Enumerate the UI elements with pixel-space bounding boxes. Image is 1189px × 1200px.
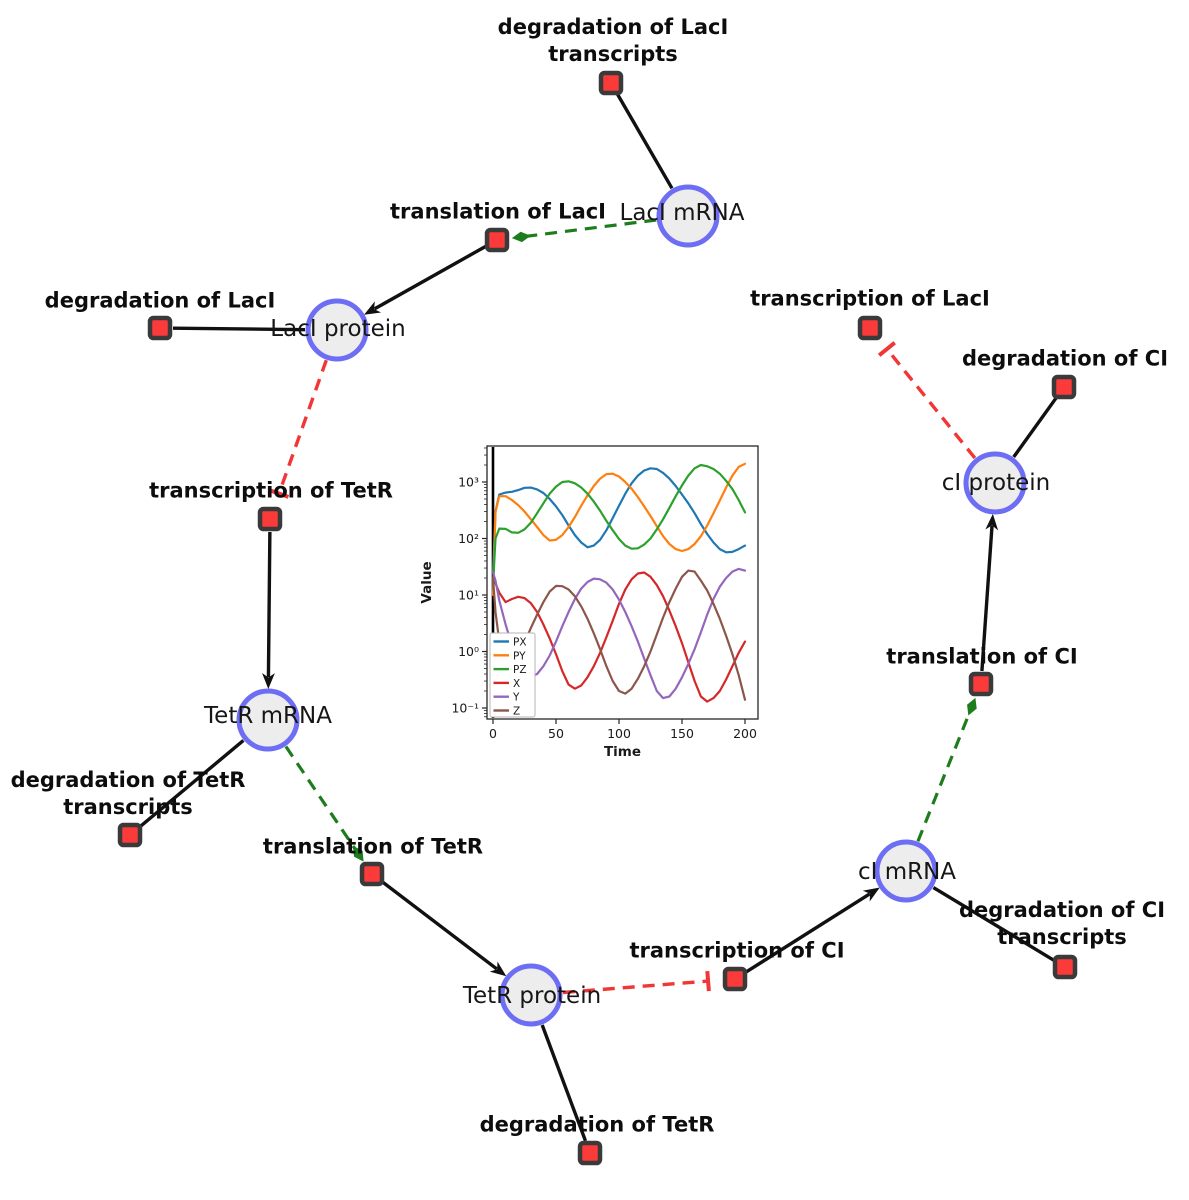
edge-laci-protein-to-transcription-of-tetr — [268, 359, 328, 499]
edge-translation-of-ci-to-ci-protein — [980, 513, 999, 672]
edge-ci-protein-to-degradation-of-ci — [1012, 396, 1058, 459]
species-node-ci-mrna[interactable] — [874, 839, 938, 903]
chart-x-tick-label: 100 — [607, 726, 631, 741]
edge-ci-mrna-to-translation-of-ci — [916, 697, 977, 842]
legend-label-Z: Z — [513, 706, 520, 718]
edge-ci-mrna-to-degradation-of-ci-transcripts — [932, 886, 1055, 962]
species-node-ci-protein[interactable] — [963, 451, 1027, 515]
reaction-node-translation-of-ci[interactable] — [968, 671, 994, 697]
chart-x-axis-label: Time — [604, 744, 641, 760]
legend-label-PY: PY — [513, 650, 526, 662]
reaction-node-degradation-of-laci[interactable] — [147, 315, 173, 341]
reaction-node-degradation-of-tetr-transcripts[interactable] — [117, 822, 143, 848]
legend-label-PZ: PZ — [513, 664, 527, 676]
species-node-laci-protein[interactable] — [305, 298, 369, 362]
reaction-node-transcription-of-laci[interactable] — [857, 315, 883, 341]
arrowhead-icon — [364, 301, 382, 315]
chart-series-PY — [491, 462, 747, 597]
inhibition-tbar-icon — [877, 341, 896, 357]
species-node-tetr-protein[interactable] — [499, 963, 563, 1027]
simulation-inset-plot: 10⁻¹ 10⁰ 10¹ 10² 10³ 0 50 100 150 200 Time Value PX P… — [419, 433, 800, 778]
chart-axes-box — [486, 445, 759, 720]
arrowhead-icon — [489, 961, 507, 977]
reaction-node-degradation-of-ci[interactable] — [1051, 374, 1077, 400]
legend-label-X: X — [513, 678, 520, 690]
species-node-tetr-mrna[interactable] — [236, 688, 300, 752]
chart-y-axis-label: Value — [420, 561, 435, 603]
edge-laci-protein-to-degradation-of-laci — [172, 326, 306, 332]
edge-tetr-protein-to-degradation-of-tetr — [540, 1024, 588, 1142]
chart-x-tick-label: 200 — [733, 726, 757, 741]
chart-y-tick-label: 10¹ — [458, 588, 479, 603]
legend-label-PX: PX — [513, 637, 527, 649]
edge-laci-mrna-to-degradation-of-laci-transcripts — [616, 93, 674, 190]
chart-series-PX — [491, 467, 747, 574]
reaction-node-translation-of-laci[interactable] — [484, 227, 510, 253]
inhibition-tbar-icon — [268, 488, 290, 499]
chart-y-tick-label: 10⁰ — [458, 644, 479, 659]
modifier-diamond-icon — [511, 231, 531, 243]
edge-transcription-of-tetr-to-tetr-mrna — [262, 531, 275, 690]
edge-ci-protein-to-transcription-of-laci — [877, 341, 977, 460]
edge-transcription-of-ci-to-ci-mrna — [745, 887, 880, 974]
chart-series-X — [491, 571, 747, 703]
reaction-node-degradation-of-laci-transcripts[interactable] — [598, 70, 624, 96]
species-node-laci-mrna[interactable] — [656, 184, 720, 248]
chart-x-tick-label: 50 — [548, 726, 564, 741]
inhibition-tbar-icon — [705, 970, 711, 992]
edge-laci-mrna-to-translation-of-laci — [511, 218, 657, 243]
chart-y-tick-label: 10⁻¹ — [451, 701, 479, 716]
legend-label-Y: Y — [512, 692, 520, 704]
chart-y-tick-label: 10³ — [458, 475, 479, 490]
modifier-diamond-icon — [967, 697, 977, 716]
chart-x-tick-label: 150 — [670, 726, 694, 741]
arrowhead-icon — [862, 887, 880, 902]
chart-y-tick-label: 10² — [458, 531, 479, 546]
reaction-node-transcription-of-ci[interactable] — [722, 966, 748, 992]
edge-translation-of-tetr-to-tetr-protein — [381, 880, 507, 977]
reaction-node-transcription-of-tetr[interactable] — [257, 506, 283, 532]
reaction-node-degradation-of-ci-transcripts[interactable] — [1052, 954, 1078, 980]
reaction-node-translation-of-tetr[interactable] — [359, 861, 385, 887]
reaction-node-degradation-of-tetr[interactable] — [577, 1140, 603, 1166]
modifier-diamond-icon — [352, 845, 364, 862]
arrowhead-icon — [985, 513, 999, 531]
edge-tetr-mrna-to-degradation-of-tetr-transcripts — [138, 739, 245, 828]
arrowhead-icon — [262, 672, 275, 690]
edge-tetr-mrna-to-translation-of-tetr — [284, 745, 364, 862]
chart-series-Z — [491, 569, 747, 701]
chart-series-PZ — [491, 463, 747, 587]
edge-translation-of-laci-to-laci-protein — [364, 244, 487, 315]
edge-tetr-protein-to-transcription-of-ci — [562, 970, 711, 995]
chart-x-tick-label: 0 — [489, 726, 497, 741]
